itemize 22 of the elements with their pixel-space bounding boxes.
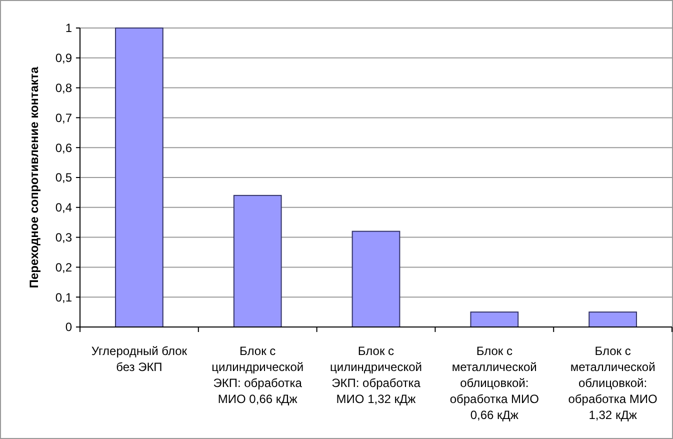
y-tick-label: 0,4 xyxy=(55,200,72,215)
bar xyxy=(470,312,519,328)
bar xyxy=(233,194,282,328)
y-tick-label: 0,1 xyxy=(55,290,72,304)
bar xyxy=(115,28,164,328)
x-tick-label: Блок с цилиндрической ЭКП: обработка МИО 0,66 кДж xyxy=(212,344,304,406)
y-tick-label: 0,7 xyxy=(55,110,72,125)
x-tick-label: Блок с металлической облицовкой: обработка МИО 0,66 кДж xyxy=(450,344,539,422)
y-tick-label: 0,8 xyxy=(55,81,72,95)
y-tick-label: 0,2 xyxy=(55,260,72,274)
x-tick-label: Блок с металлической облицовкой: обработка МИО 1,32 кДж xyxy=(568,344,658,422)
y-tick-label: 0 xyxy=(65,320,72,334)
x-tick-label: Углеродный блок без ЭКП xyxy=(91,344,188,374)
bar xyxy=(352,230,400,328)
y-tick-label: 0,6 xyxy=(55,140,72,155)
x-tick-label: Блок с цилиндрической ЭКП: обработка МИО 1,32 кДж xyxy=(330,344,422,406)
y-axis-title: Переходное сопротивление контакта xyxy=(27,66,41,288)
y-tick-label: 0,9 xyxy=(55,51,72,66)
y-tick-label: 0,3 xyxy=(55,230,72,244)
bar xyxy=(588,312,637,328)
y-tick-label: 1 xyxy=(65,21,72,36)
y-tick-label: 0,5 xyxy=(55,170,72,185)
